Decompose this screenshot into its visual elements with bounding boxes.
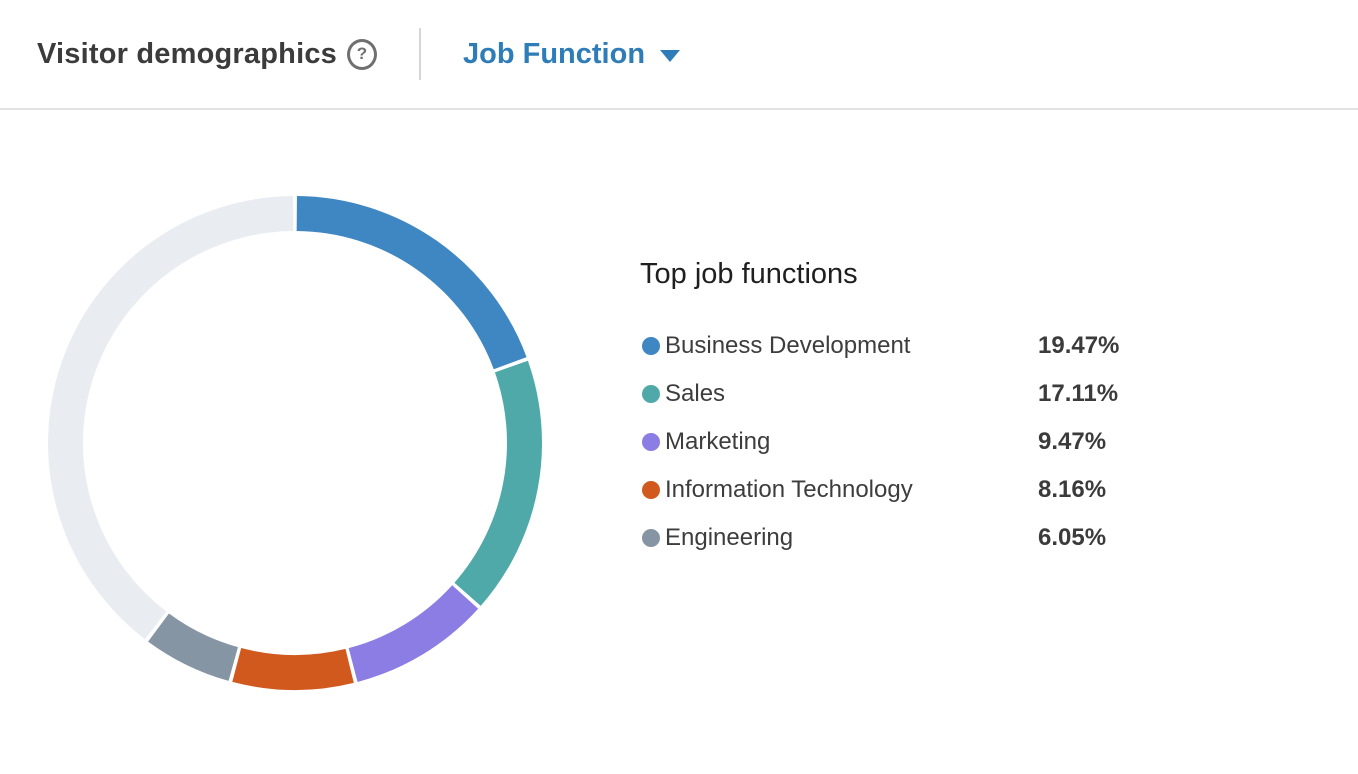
legend-value: 9.47% <box>1038 428 1107 455</box>
legend-dot-engineering <box>642 529 660 547</box>
legend-value: 17.11% <box>1038 380 1119 407</box>
donut-chart <box>47 195 543 691</box>
legend-dot-marketing <box>642 433 660 451</box>
legend-label: Marketing <box>665 428 771 455</box>
legend-label: Information Technology <box>665 476 913 503</box>
legend-item: Marketing 9.47% <box>640 418 1200 466</box>
card-header: Visitor demographics ? Job Function <box>0 0 1358 110</box>
dropdown-label: Job Function <box>463 37 646 70</box>
legend-item: Business Development 19.47% <box>640 322 1200 370</box>
donut-segment-engineering[interactable] <box>148 613 239 681</box>
legend-item: Sales 17.11% <box>640 370 1200 418</box>
legend-label: Sales <box>665 380 726 407</box>
legend-dot-information-technology <box>642 481 660 499</box>
legend-dot-sales <box>642 385 660 403</box>
legend-label: Business Development <box>665 332 911 359</box>
legend-item: Engineering 6.05% <box>640 514 1200 562</box>
page-title: Visitor demographics <box>37 37 337 70</box>
legend-value: 6.05% <box>1038 524 1107 551</box>
donut-segment-other[interactable] <box>48 196 294 640</box>
donut-segment-marketing[interactable] <box>348 584 479 682</box>
legend-value: 19.47% <box>1038 332 1120 359</box>
legend-item: Information Technology 8.16% <box>640 466 1200 514</box>
donut-segment-information-technology[interactable] <box>232 647 354 690</box>
job-function-dropdown[interactable]: Job Function <box>463 37 681 71</box>
legend-title: Top job functions <box>640 258 858 290</box>
legend-label: Engineering <box>665 524 794 551</box>
help-icon[interactable]: ? <box>347 38 377 70</box>
legend-dot-business-development <box>642 337 660 355</box>
donut-segment-sales[interactable] <box>454 360 542 606</box>
chevron-down-icon <box>660 50 681 62</box>
donut-segment-business-development[interactable] <box>296 196 527 370</box>
legend: Top job functions Business Development 1… <box>640 256 1200 562</box>
donut-chart-svg <box>48 196 542 690</box>
legend-value: 8.16% <box>1038 476 1107 503</box>
header-divider <box>419 28 421 80</box>
